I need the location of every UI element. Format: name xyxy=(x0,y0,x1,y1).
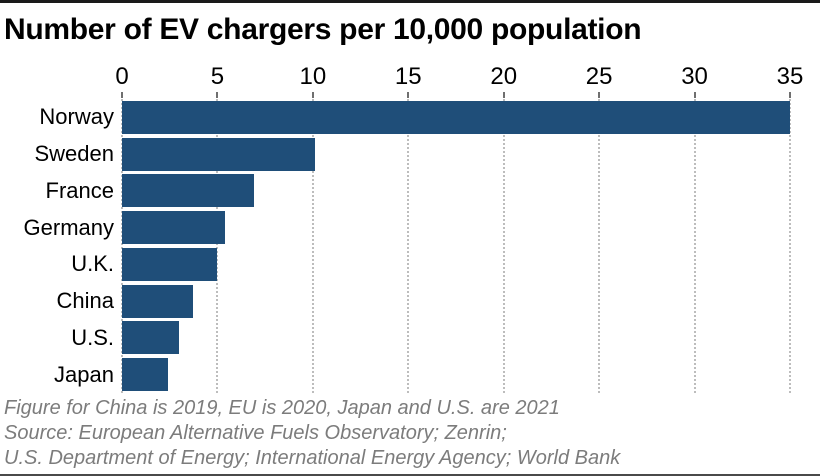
bar-track xyxy=(122,100,790,134)
x-tick-label: 5 xyxy=(210,63,225,90)
x-tick-label: 30 xyxy=(681,63,708,90)
bar xyxy=(122,284,193,318)
bar-row: Sweden xyxy=(0,136,820,173)
x-tick-mark xyxy=(311,92,314,98)
x-tick-marks xyxy=(121,92,791,98)
chart-footer: Figure for China is 2019, EU is 2020, Ja… xyxy=(4,396,620,471)
footnote: Figure for China is 2019, EU is 2020, Ja… xyxy=(4,397,560,419)
bar xyxy=(122,321,180,355)
bar-row-label: Norway xyxy=(39,104,114,130)
gridline xyxy=(598,99,601,393)
bar-row: Germany xyxy=(0,209,820,246)
bar xyxy=(122,211,226,245)
gridline xyxy=(693,99,696,393)
bar xyxy=(122,358,168,392)
bar-track xyxy=(122,137,790,171)
source-line-1: Source: European Alternative Fuels Obser… xyxy=(4,422,507,444)
bar xyxy=(122,137,315,171)
chart-title: Number of EV chargers per 10,000 populat… xyxy=(4,13,642,46)
x-tick-mark xyxy=(693,92,696,98)
bar-track xyxy=(122,174,790,208)
x-tick-mark xyxy=(502,92,505,98)
gridline xyxy=(502,99,505,393)
x-tick-mark xyxy=(789,92,791,98)
bar-rows: Norway Sweden France Germany U.K. China U.S. Ja… xyxy=(0,99,820,393)
bar-row: U.K. xyxy=(0,246,820,283)
plot-area xyxy=(121,99,791,393)
bar-row-label: China xyxy=(56,288,114,314)
bar-track xyxy=(122,247,790,281)
x-tick-mark xyxy=(598,92,601,98)
gridline xyxy=(216,99,219,393)
source-line-2: U.S. Department of Energy; International… xyxy=(4,447,621,469)
x-tick-label: 25 xyxy=(585,63,613,90)
x-tick-label: 10 xyxy=(299,63,327,90)
bar-track xyxy=(122,284,790,318)
x-tick-label: 0 xyxy=(115,63,129,90)
bar-row: China xyxy=(0,283,820,320)
x-tick-label: 35 xyxy=(776,63,804,90)
bar-row-label: U.S. xyxy=(71,324,114,350)
gridline xyxy=(789,99,791,393)
bar-track xyxy=(122,321,790,355)
x-tick-mark xyxy=(407,92,410,98)
x-axis: 0 5 10 15 20 25 30 35 xyxy=(115,61,803,91)
x-tick-label: 20 xyxy=(490,63,518,90)
bar-track xyxy=(122,358,790,392)
bar-row: Norway xyxy=(0,99,820,136)
bar-row-label: Sweden xyxy=(34,141,114,167)
bar xyxy=(122,247,218,281)
gridline xyxy=(311,99,314,393)
bar-row-label: France xyxy=(45,177,114,203)
bar-row: Japan xyxy=(0,356,820,393)
bar xyxy=(122,174,254,208)
x-tick-mark xyxy=(121,92,123,98)
x-tick-label: 15 xyxy=(394,63,422,90)
gridline xyxy=(407,99,410,393)
bar-row: France xyxy=(0,173,820,210)
bar-row-label: U.K. xyxy=(71,251,114,277)
bar-track xyxy=(122,211,790,245)
gridline xyxy=(121,99,123,393)
bar xyxy=(122,100,790,134)
bar-row: U.S. xyxy=(0,320,820,357)
x-tick-mark xyxy=(216,92,219,98)
bar-row-label: Germany xyxy=(23,214,114,240)
bar-row-label: Japan xyxy=(54,361,114,387)
